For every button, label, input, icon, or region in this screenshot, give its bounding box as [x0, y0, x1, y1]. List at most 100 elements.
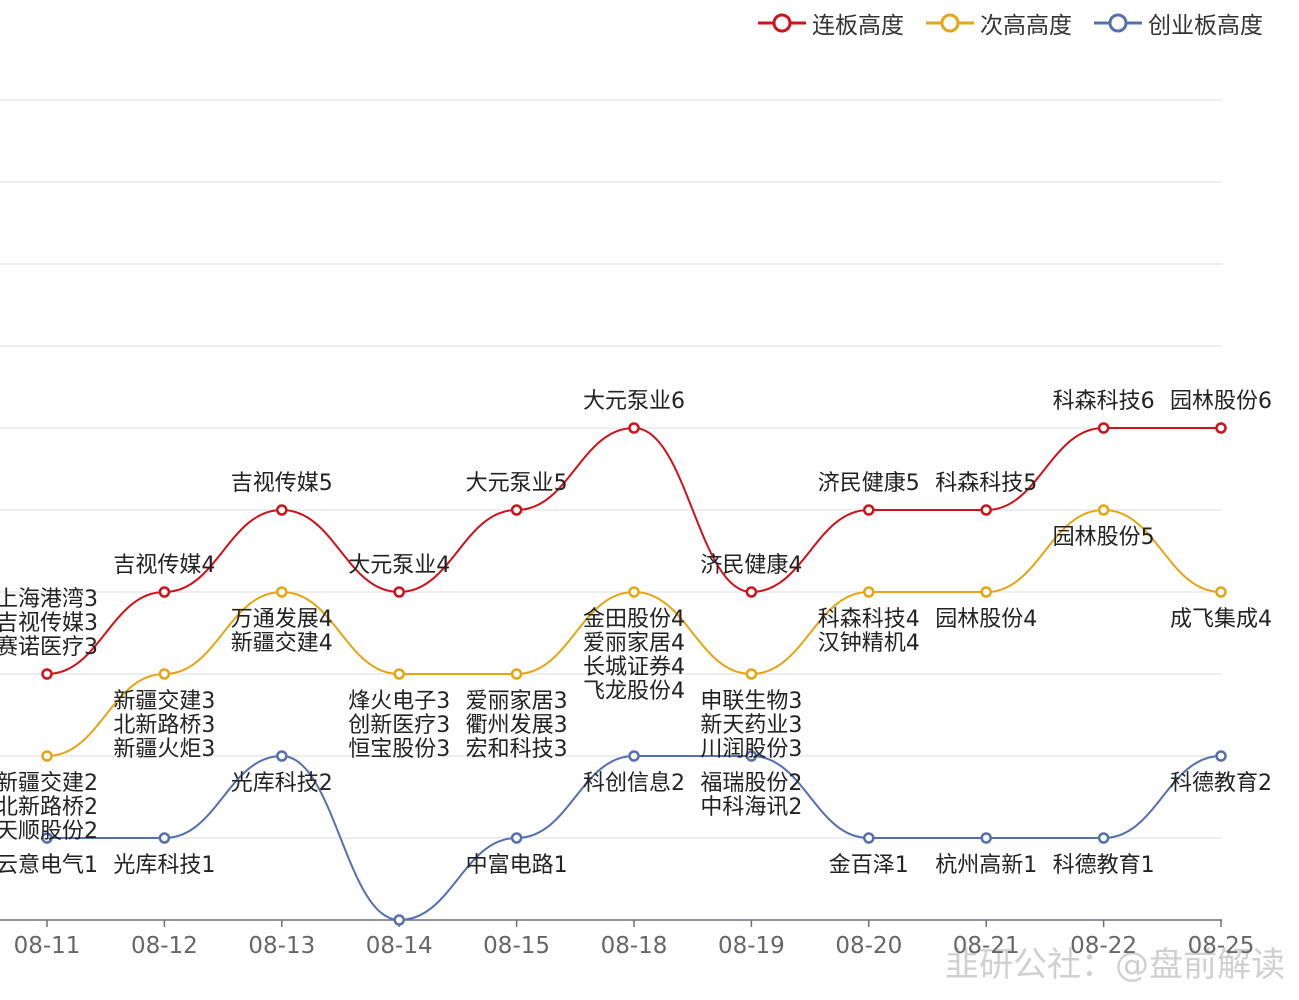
data-label: 科创信息2: [583, 771, 685, 796]
watermark: 韭研公社：@盘前解读: [945, 945, 1285, 985]
data-label: 园林股份4: [935, 607, 1037, 632]
data-point-series-2[interactable]: [1097, 832, 1110, 844]
data-label: 杭州高新1: [935, 853, 1037, 878]
data-point-series-1[interactable]: [980, 586, 992, 598]
x-tick-label: 08-19: [718, 933, 785, 959]
data-point-series-1[interactable]: [276, 586, 288, 598]
data-point-series-2[interactable]: [1215, 750, 1227, 762]
data-point-series-1[interactable]: [1215, 586, 1227, 598]
data-label: 大元泵业5: [466, 471, 568, 496]
data-label: 中科海讯2: [700, 795, 802, 820]
data-label-group-series-1: 园林股份5: [1053, 525, 1155, 550]
data-label: 飞龙股份4: [583, 679, 685, 704]
data-label: 赛诺医疗3: [0, 635, 98, 660]
data-label-group-series-0: 吉视传媒5: [231, 471, 333, 496]
data-label-group-series-2: 中富电路1: [466, 853, 568, 878]
x-tick-label: 08-15: [483, 933, 550, 959]
legend-label: 次高高度: [980, 13, 1072, 39]
data-point-series-2[interactable]: [393, 914, 405, 926]
legend-label: 连板高度: [812, 13, 904, 39]
data-label: 天顺股份2: [0, 819, 98, 844]
data-point-series-2[interactable]: [628, 750, 640, 762]
data-label: 大元泵业4: [348, 553, 450, 578]
data-point-series-1[interactable]: [393, 668, 405, 680]
data-point-series-0[interactable]: [393, 586, 405, 598]
data-label: 科德教育2: [1170, 771, 1272, 796]
legend-item-series-2[interactable]: 创业板高度: [1094, 6, 1263, 40]
data-label: 科森科技5: [935, 471, 1037, 496]
x-tick-label: 08-11: [14, 933, 81, 959]
data-label: 长城证券4: [583, 655, 685, 680]
x-tick-label: 08-14: [366, 933, 433, 959]
data-label-group-series-0: 吉视传媒4: [113, 553, 215, 578]
data-label: 创新医疗3: [348, 713, 450, 738]
data-label: 中富电路1: [466, 853, 568, 878]
data-point-series-0[interactable]: [41, 668, 53, 680]
data-point-series-1[interactable]: [628, 586, 640, 598]
series-points: [41, 422, 1227, 926]
data-label: 金百泽1: [829, 853, 909, 878]
data-point-series-1[interactable]: [510, 668, 523, 680]
data-label: 成飞集成4: [1170, 607, 1272, 632]
data-label-group-series-2: 光库科技1: [113, 853, 215, 878]
data-label: 金田股份4: [583, 607, 685, 632]
data-label-group-series-2: 科创信息2: [583, 771, 685, 796]
legend-item-series-0[interactable]: 连板高度: [758, 6, 904, 40]
data-label-group-series-0: 济民健康5: [818, 471, 920, 496]
data-point-series-1[interactable]: [158, 668, 171, 680]
data-label: 云意电气1: [0, 853, 98, 878]
data-point-series-2[interactable]: [745, 750, 758, 762]
data-point-series-2[interactable]: [158, 832, 171, 844]
data-point-series-0[interactable]: [745, 586, 758, 598]
data-label-group-series-0: 科森科技5: [935, 471, 1037, 496]
data-label: 申联生物3: [700, 689, 802, 714]
data-label: 新疆交建3: [113, 689, 215, 714]
data-point-series-0[interactable]: [1097, 422, 1110, 434]
data-point-series-0[interactable]: [980, 504, 992, 516]
data-point-series-2[interactable]: [276, 750, 288, 762]
data-label: 新疆火炬3: [113, 737, 215, 762]
data-label-group-series-1: 成飞集成4: [1170, 607, 1272, 632]
data-label-group-series-0: 大元泵业5: [466, 471, 568, 496]
data-point-series-0[interactable]: [510, 504, 523, 516]
data-point-series-1[interactable]: [745, 668, 758, 680]
data-label-group-series-2: 科德教育1: [1053, 853, 1155, 878]
data-point-series-2[interactable]: [980, 832, 992, 844]
data-point-series-1[interactable]: [41, 750, 53, 762]
data-label: 科德教育1: [1053, 853, 1155, 878]
data-point-series-1[interactable]: [1097, 504, 1110, 516]
x-tick-label: 08-25: [1188, 933, 1255, 959]
data-point-series-2[interactable]: [41, 832, 53, 844]
x-tick-label: 08-21: [953, 933, 1020, 959]
data-label-group-series-2: 云意电气1: [0, 853, 98, 878]
data-point-series-0[interactable]: [863, 504, 875, 516]
data-label-group-series-2: 科德教育2: [1170, 771, 1272, 796]
data-label: 园林股份6: [1170, 389, 1272, 414]
data-point-series-2[interactable]: [510, 832, 523, 844]
legend-label: 创业板高度: [1148, 13, 1263, 39]
series-line-2: [47, 754, 1222, 922]
data-label: 宏和科技3: [466, 737, 568, 762]
data-label-group-series-2: 杭州高新1: [935, 853, 1037, 878]
data-label: 吉视传媒4: [113, 553, 215, 578]
data-label: 新疆交建2: [0, 771, 98, 796]
x-axis: 08-11 08-12 08-13 08-14 08-15 08-18 08-19 08-20…: [0, 919, 1255, 959]
data-point-series-0[interactable]: [1215, 422, 1227, 434]
data-label: 爱丽家居3: [466, 689, 568, 714]
data-label: 吉视传媒5: [231, 471, 333, 496]
data-label: 万通发展4: [231, 607, 333, 632]
data-point-series-0[interactable]: [158, 586, 171, 598]
legend-item-series-1[interactable]: 次高高度: [926, 6, 1072, 40]
data-point-series-1[interactable]: [863, 586, 875, 598]
data-point-series-0[interactable]: [628, 422, 640, 434]
data-label: 光库科技2: [231, 771, 333, 796]
data-point-series-2[interactable]: [863, 832, 875, 844]
data-point-series-0[interactable]: [276, 504, 288, 516]
